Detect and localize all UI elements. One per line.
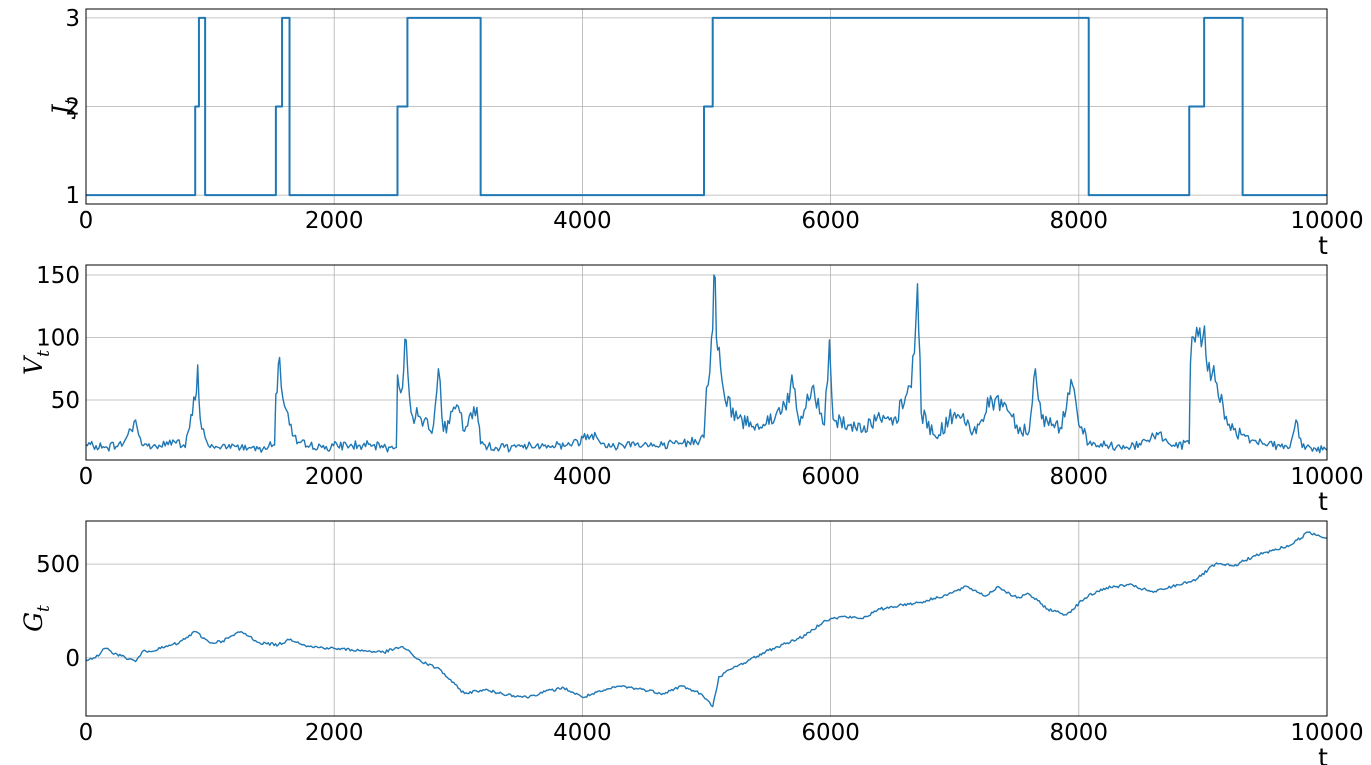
y-tick-label: 1 — [65, 183, 80, 209]
series-line — [85, 274, 1328, 454]
panel-2: 0 2000 4000 6000 8000 10000 50 100 150 t Vt — [19, 263, 1364, 516]
x-tick-label: 4000 — [553, 720, 612, 746]
x-axis-label: t — [1318, 743, 1328, 765]
x-axis-label: t — [1318, 231, 1328, 260]
x-tick-label: 4000 — [553, 208, 612, 234]
axes-frame — [85, 8, 1328, 205]
panel-3: 0 2000 4000 6000 8000 10000 0 500 t Gt — [19, 520, 1364, 765]
x-tick-label: 6000 — [801, 208, 860, 234]
series-line — [86, 16, 1327, 197]
x-tick-label: 8000 — [1050, 720, 1109, 746]
axes-frame — [85, 520, 1328, 717]
x-tick-label: 10000 — [1290, 208, 1363, 234]
x-axis-label: t — [1318, 487, 1328, 516]
x-tick-label: 2000 — [305, 464, 364, 490]
panel-1: 0 2000 4000 6000 8000 10000 1 2 3 t Jt — [47, 6, 1364, 260]
y-axis-label: Jt — [47, 98, 82, 120]
y-tick-label: 0 — [65, 646, 80, 672]
x-tick-label: 0 — [79, 720, 94, 746]
series-line — [85, 531, 1328, 708]
y-axis-label: Gt — [19, 605, 54, 632]
x-tick-label: 8000 — [1050, 208, 1109, 234]
x-tick-label: 6000 — [801, 720, 860, 746]
x-tick-label: 6000 — [801, 464, 860, 490]
y-tick-label: 500 — [36, 552, 80, 578]
x-tick-label: 0 — [79, 208, 94, 234]
y-tick-label: 100 — [36, 326, 80, 352]
x-tick-label: 10000 — [1290, 464, 1363, 490]
y-tick-label: 150 — [36, 263, 80, 289]
x-tick-label: 10000 — [1290, 720, 1363, 746]
x-tick-label: 2000 — [305, 208, 364, 234]
y-tick-label: 50 — [51, 388, 80, 414]
y-tick-label: 2 — [65, 95, 80, 121]
x-tick-label: 0 — [79, 464, 94, 490]
axes-frame — [85, 264, 1328, 461]
y-axis-label: Vt — [19, 350, 54, 375]
y-tick-label: 3 — [65, 6, 80, 32]
x-tick-label: 2000 — [305, 720, 364, 746]
x-tick-label: 8000 — [1050, 464, 1109, 490]
x-tick-label: 4000 — [553, 464, 612, 490]
